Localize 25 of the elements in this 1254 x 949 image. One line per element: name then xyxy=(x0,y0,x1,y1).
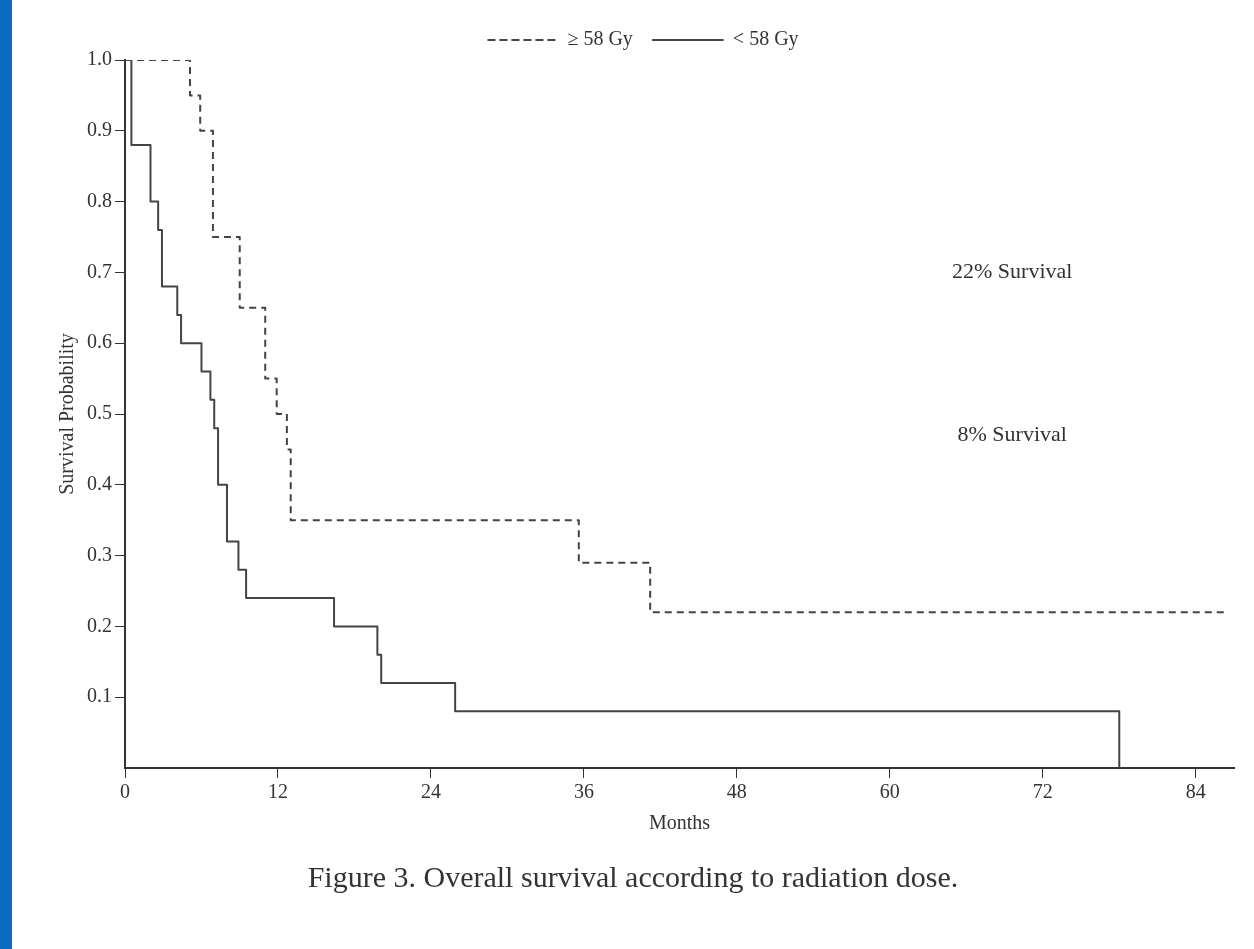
annotation: 22% Survival xyxy=(952,258,1073,284)
x-tick-label: 72 xyxy=(1032,780,1053,803)
caption: Figure 3. Overall survival according to radiation dose. xyxy=(306,860,960,894)
x-tick-label: 24 xyxy=(420,780,441,803)
x-tick-label: 84 xyxy=(1185,780,1206,803)
y-tick-label: 0.4 xyxy=(87,472,112,495)
x-tick-label: 0 xyxy=(120,780,130,803)
x-axis-title: Months xyxy=(648,811,711,834)
y-tick-label: 1.0 xyxy=(87,47,112,70)
x-tick-label: 36 xyxy=(573,780,594,803)
y-tick-label: 0.5 xyxy=(87,401,112,424)
y-tick-label: 0.7 xyxy=(87,259,112,282)
x-tick-label: 60 xyxy=(879,780,900,803)
legend-label: < 58 Gy xyxy=(732,27,799,51)
annotation: 8% Survival xyxy=(957,421,1067,447)
legend-label: ≥ 58 Gy xyxy=(567,27,633,51)
y-tick-label: 0.6 xyxy=(87,330,112,353)
y-axis-title: Survival Probability xyxy=(55,333,79,495)
x-tick-label: 12 xyxy=(267,780,288,803)
y-tick-label: 0.9 xyxy=(87,118,112,141)
x-tick-label: 48 xyxy=(726,780,747,803)
y-tick-label: 0.1 xyxy=(87,684,112,707)
y-tick-label: 0.8 xyxy=(87,188,112,211)
y-tick-label: 0.2 xyxy=(87,613,112,636)
y-tick-label: 0.3 xyxy=(87,542,112,565)
